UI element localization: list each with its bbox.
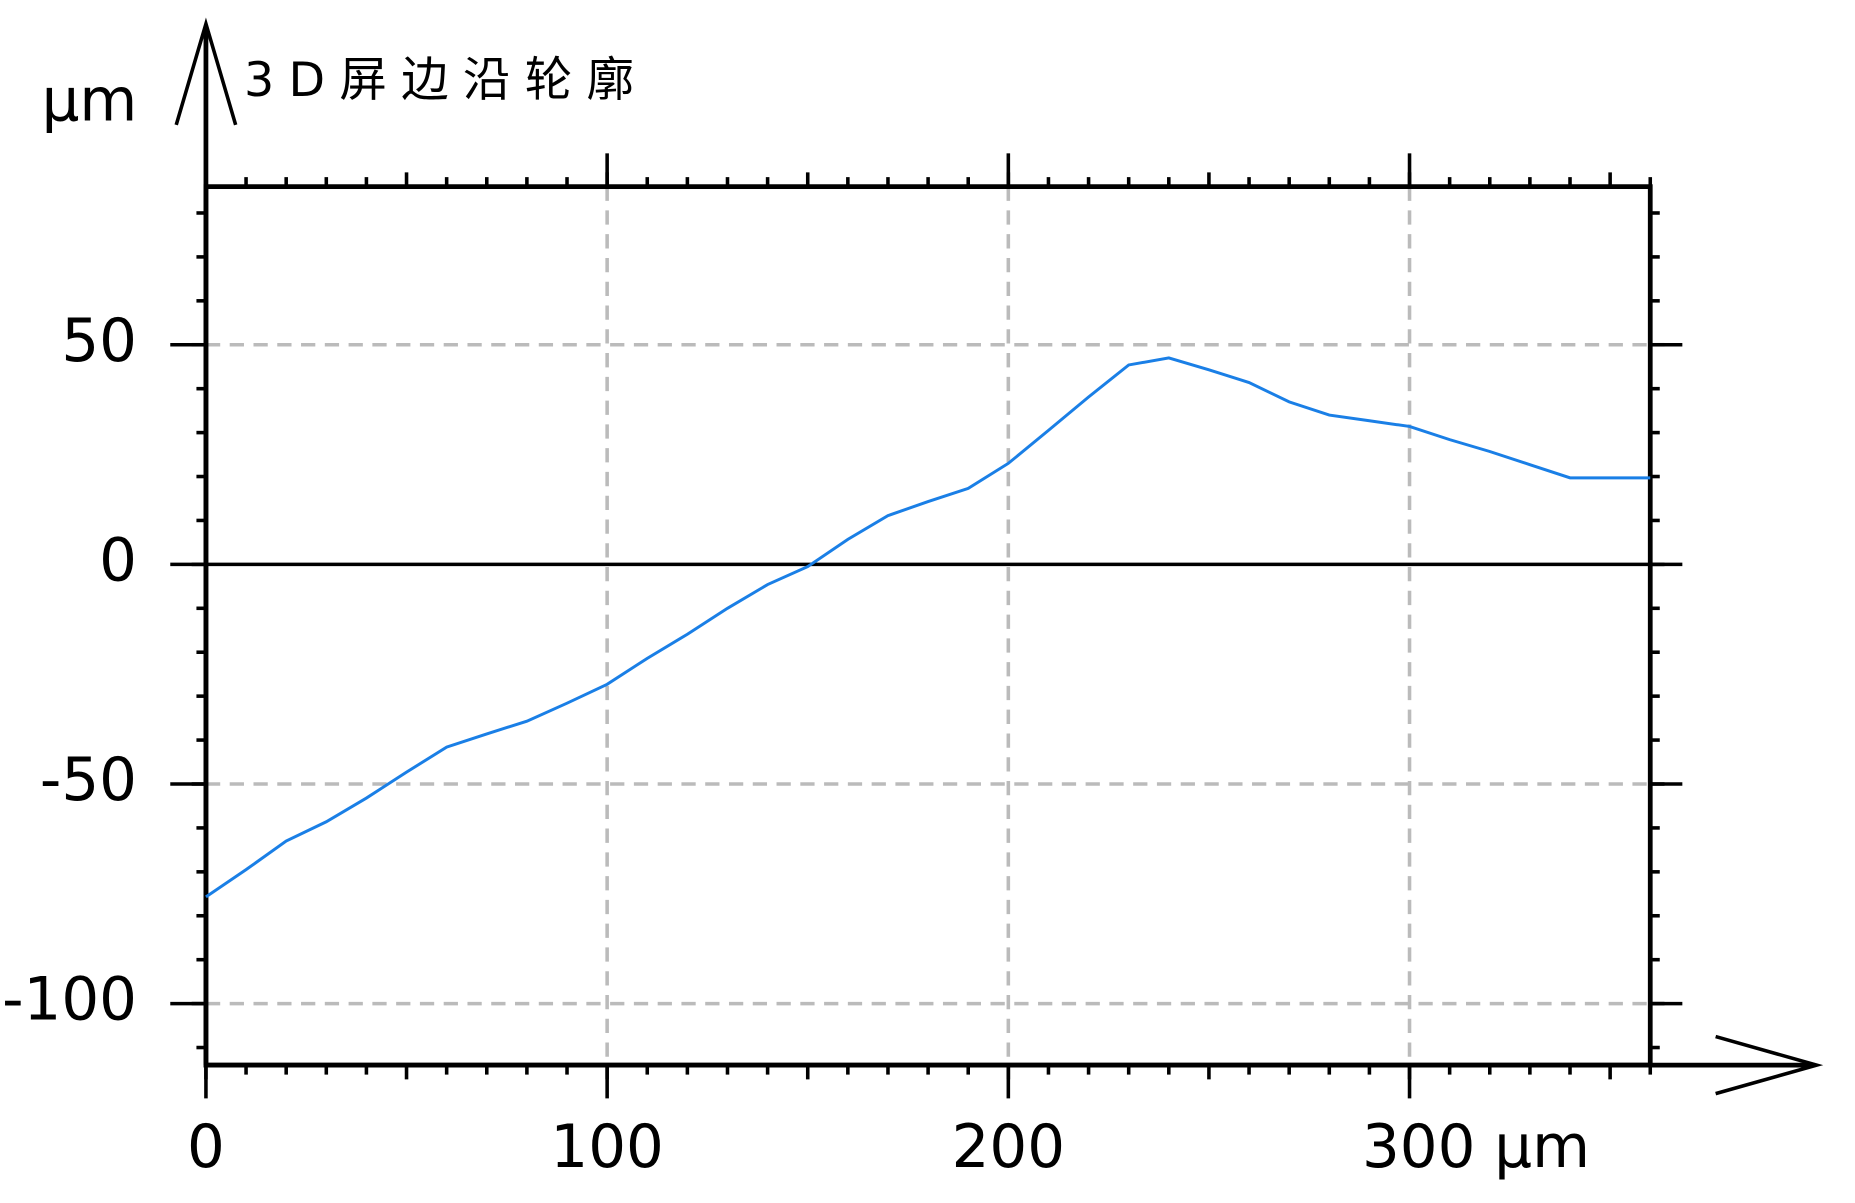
y-tick-label: 50	[61, 307, 137, 376]
data-line	[205, 356, 1651, 899]
y-tick-label: -100	[2, 966, 137, 1035]
chart-title: 3D屏边沿轮廓	[244, 53, 648, 108]
x-arrow-head	[1715, 1034, 1824, 1096]
y-tick-label: 0	[99, 526, 137, 595]
y-arrow-head	[174, 17, 238, 126]
y-tick-label: -50	[40, 746, 137, 815]
plot-frame	[203, 184, 1653, 1068]
x-tick-label: 0	[187, 1113, 225, 1182]
y-axis-label: μm	[42, 67, 138, 136]
x-tick-label: 100	[550, 1113, 663, 1182]
x-tick-label: 300 μm	[1362, 1113, 1590, 1182]
x-tick-label: 200	[952, 1113, 1065, 1182]
